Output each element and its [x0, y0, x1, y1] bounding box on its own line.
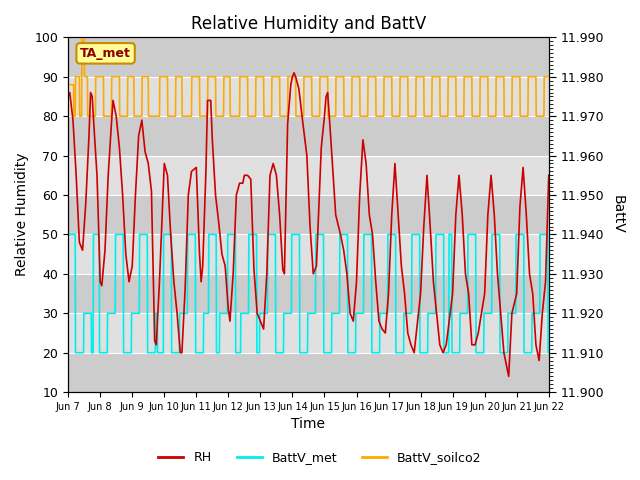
- Legend: RH, BattV_met, BattV_soilco2: RH, BattV_met, BattV_soilco2: [154, 446, 486, 469]
- Bar: [68, 313, 548, 353]
- Text: TA_met: TA_met: [80, 47, 131, 60]
- Bar: [68, 234, 548, 274]
- Title: Relative Humidity and BattV: Relative Humidity and BattV: [191, 15, 426, 33]
- Bar: [68, 195, 548, 234]
- Bar: [68, 37, 548, 77]
- Bar: [68, 156, 548, 195]
- Y-axis label: Relative Humidity: Relative Humidity: [15, 153, 29, 276]
- Bar: [68, 77, 548, 116]
- X-axis label: Time: Time: [291, 418, 326, 432]
- Bar: [68, 274, 548, 313]
- Y-axis label: BattV: BattV: [611, 195, 625, 234]
- Bar: [68, 353, 548, 392]
- Bar: [68, 116, 548, 156]
